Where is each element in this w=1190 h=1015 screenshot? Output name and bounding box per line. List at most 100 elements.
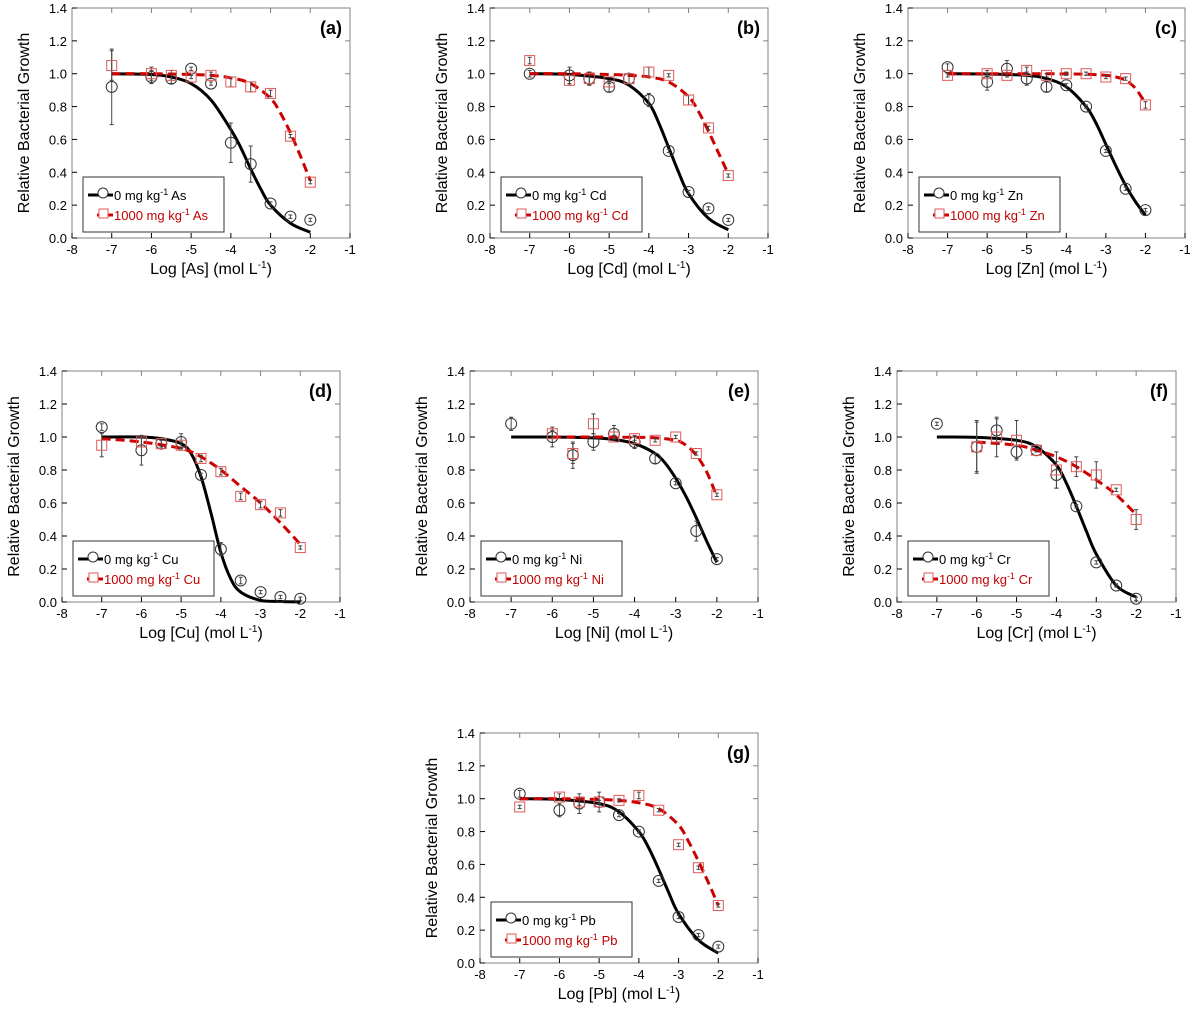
data-point-control (254, 586, 267, 599)
x-tick-label: -8 (66, 242, 78, 257)
data-point-control (214, 543, 227, 556)
x-tick-label: -7 (931, 606, 943, 621)
y-tick-label: 0.0 (39, 595, 57, 610)
panel-label: (a) (320, 18, 342, 38)
x-tick-label: -4 (1061, 242, 1073, 257)
x-tick-label: -3 (670, 606, 682, 621)
data-point-control (613, 809, 625, 822)
data-point-control (1060, 79, 1073, 92)
x-axis-title: Log [As] (mol L-1) (150, 260, 272, 278)
y-tick-label: 0.6 (447, 496, 465, 511)
data-point-control (505, 417, 518, 430)
y-tick-label: 1.0 (447, 430, 465, 445)
x-tick-label: -4 (643, 242, 655, 257)
legend: 0 mg kg-1 Zn 1000 mg kg-1 Zn (918, 176, 1061, 233)
legend: 0 mg kg-1 Cd 1000 mg kg-1 Cd (500, 176, 643, 233)
legend-marker-treated (496, 572, 507, 583)
panel-d: -8 -7 -6 -5 -4 -3 -2 -1 0.0 0.2 0.4 0.6 0.8 1.0 1.2 1.4… (6, 364, 346, 642)
y-tick-label: 0.4 (457, 890, 475, 905)
data-point-treated (593, 796, 605, 808)
y-tick-label: 0.8 (457, 825, 475, 840)
fit-curve-treated (529, 72, 730, 175)
panel-c: -8 -7 -6 -5 -4 -3 -2 -1 0.0 0.2 0.4 0.6 0.8 1.0 1.2 1.4… (852, 1, 1190, 278)
data-point-treated (1060, 68, 1072, 80)
x-tick-label: -1 (762, 242, 774, 257)
data-point-control (105, 80, 118, 93)
y-tick-label: 0.6 (457, 857, 475, 872)
data-point-treated (1070, 461, 1082, 473)
data-point-control (690, 525, 703, 538)
data-point-treated (613, 794, 625, 806)
data-point-control (1099, 144, 1112, 157)
legend-label-control: 0 mg kg-1 Ni (512, 551, 582, 567)
data-point-treated (106, 60, 118, 71)
legend-box (907, 540, 1050, 597)
y-tick-label: 0.6 (467, 132, 485, 147)
data-point-treated (711, 489, 723, 501)
x-tick-label: -5 (1011, 606, 1023, 621)
data-point-treated (643, 66, 655, 78)
y-axis-title: Relative Bacterial Growth (16, 33, 33, 214)
y-tick-label: 1.4 (467, 1, 485, 16)
x-tick-label: -5 (175, 606, 187, 621)
x-tick-label: -1 (1179, 242, 1190, 257)
y-tick-label: 1.0 (39, 430, 57, 445)
legend-box (82, 176, 225, 233)
data-point-control (1040, 80, 1053, 93)
fit-curve-treated (101, 437, 302, 546)
y-tick-label: 1.0 (49, 67, 67, 82)
data-point-treated (991, 431, 1003, 443)
data-point-treated (135, 436, 147, 448)
panel-f: -8 -7 -6 -5 -4 -3 -2 -1 0.0 0.2 0.4 0.6 0.8 1.0 1.2 1.4… (841, 364, 1182, 642)
plot-frame (489, 7, 769, 239)
y-tick-label: 1.2 (467, 34, 485, 49)
data-point-control (1070, 500, 1083, 513)
x-tick-label: -2 (723, 242, 735, 257)
x-tick-label: -4 (629, 606, 641, 621)
data-point-treated (633, 789, 645, 801)
data-point-control (1139, 204, 1152, 217)
legend-marker-treated (923, 572, 934, 583)
legend-label-treated: 1000 mg kg-1 Pb (522, 932, 617, 948)
data-point-treated (608, 431, 620, 443)
y-tick-label: 0.8 (49, 100, 67, 115)
legend-marker-control (87, 551, 99, 563)
y-tick-label: 1.2 (885, 34, 903, 49)
plot-frame (469, 370, 759, 603)
data-point-treated (145, 68, 157, 80)
legend-marker-treated (88, 572, 99, 583)
fit-curve-treated (111, 72, 312, 182)
data-point-control (264, 197, 277, 210)
y-tick-label: 0.0 (467, 231, 485, 246)
y-tick-label: 1.2 (874, 397, 892, 412)
data-point-treated (1080, 68, 1092, 80)
legend-box (490, 901, 633, 958)
y-tick-label: 1.4 (874, 364, 892, 379)
x-tick-label: -3 (683, 242, 695, 257)
fit-curve-control (529, 72, 730, 232)
legend-box (480, 540, 623, 597)
data-point-treated (567, 448, 579, 459)
x-tick-label: -1 (752, 606, 764, 621)
panel-g: -8 -7 -6 -5 -4 -3 -2 -1 0.0 0.2 0.4 0.6 0.8 1.0 1.2 1.4… (424, 726, 764, 1003)
legend-label-treated: 1000 mg kg-1 Cu (104, 571, 200, 587)
y-tick-label: 1.2 (49, 34, 67, 49)
data-point-treated (573, 796, 585, 808)
y-tick-label: 1.4 (885, 1, 903, 16)
legend: 0 mg kg-1 As 1000 mg kg-1 As (82, 176, 225, 233)
panel-label: (g) (727, 743, 750, 763)
x-tick-label: -3 (1091, 606, 1103, 621)
x-tick-label: -5 (185, 242, 197, 257)
x-tick-label: -2 (711, 606, 723, 621)
x-tick-label: -3 (1100, 242, 1112, 257)
plot-frame (61, 370, 341, 603)
x-tick-label: -7 (514, 967, 526, 982)
x-tick-label: -8 (474, 967, 486, 982)
y-tick-label: 1.2 (39, 397, 57, 412)
data-point-treated (175, 439, 187, 451)
data-point-treated (284, 130, 296, 142)
data-point-treated (653, 804, 665, 816)
x-tick-label: -3 (673, 967, 685, 982)
data-point-treated (1011, 434, 1023, 446)
panel-label: (f) (1150, 381, 1168, 401)
